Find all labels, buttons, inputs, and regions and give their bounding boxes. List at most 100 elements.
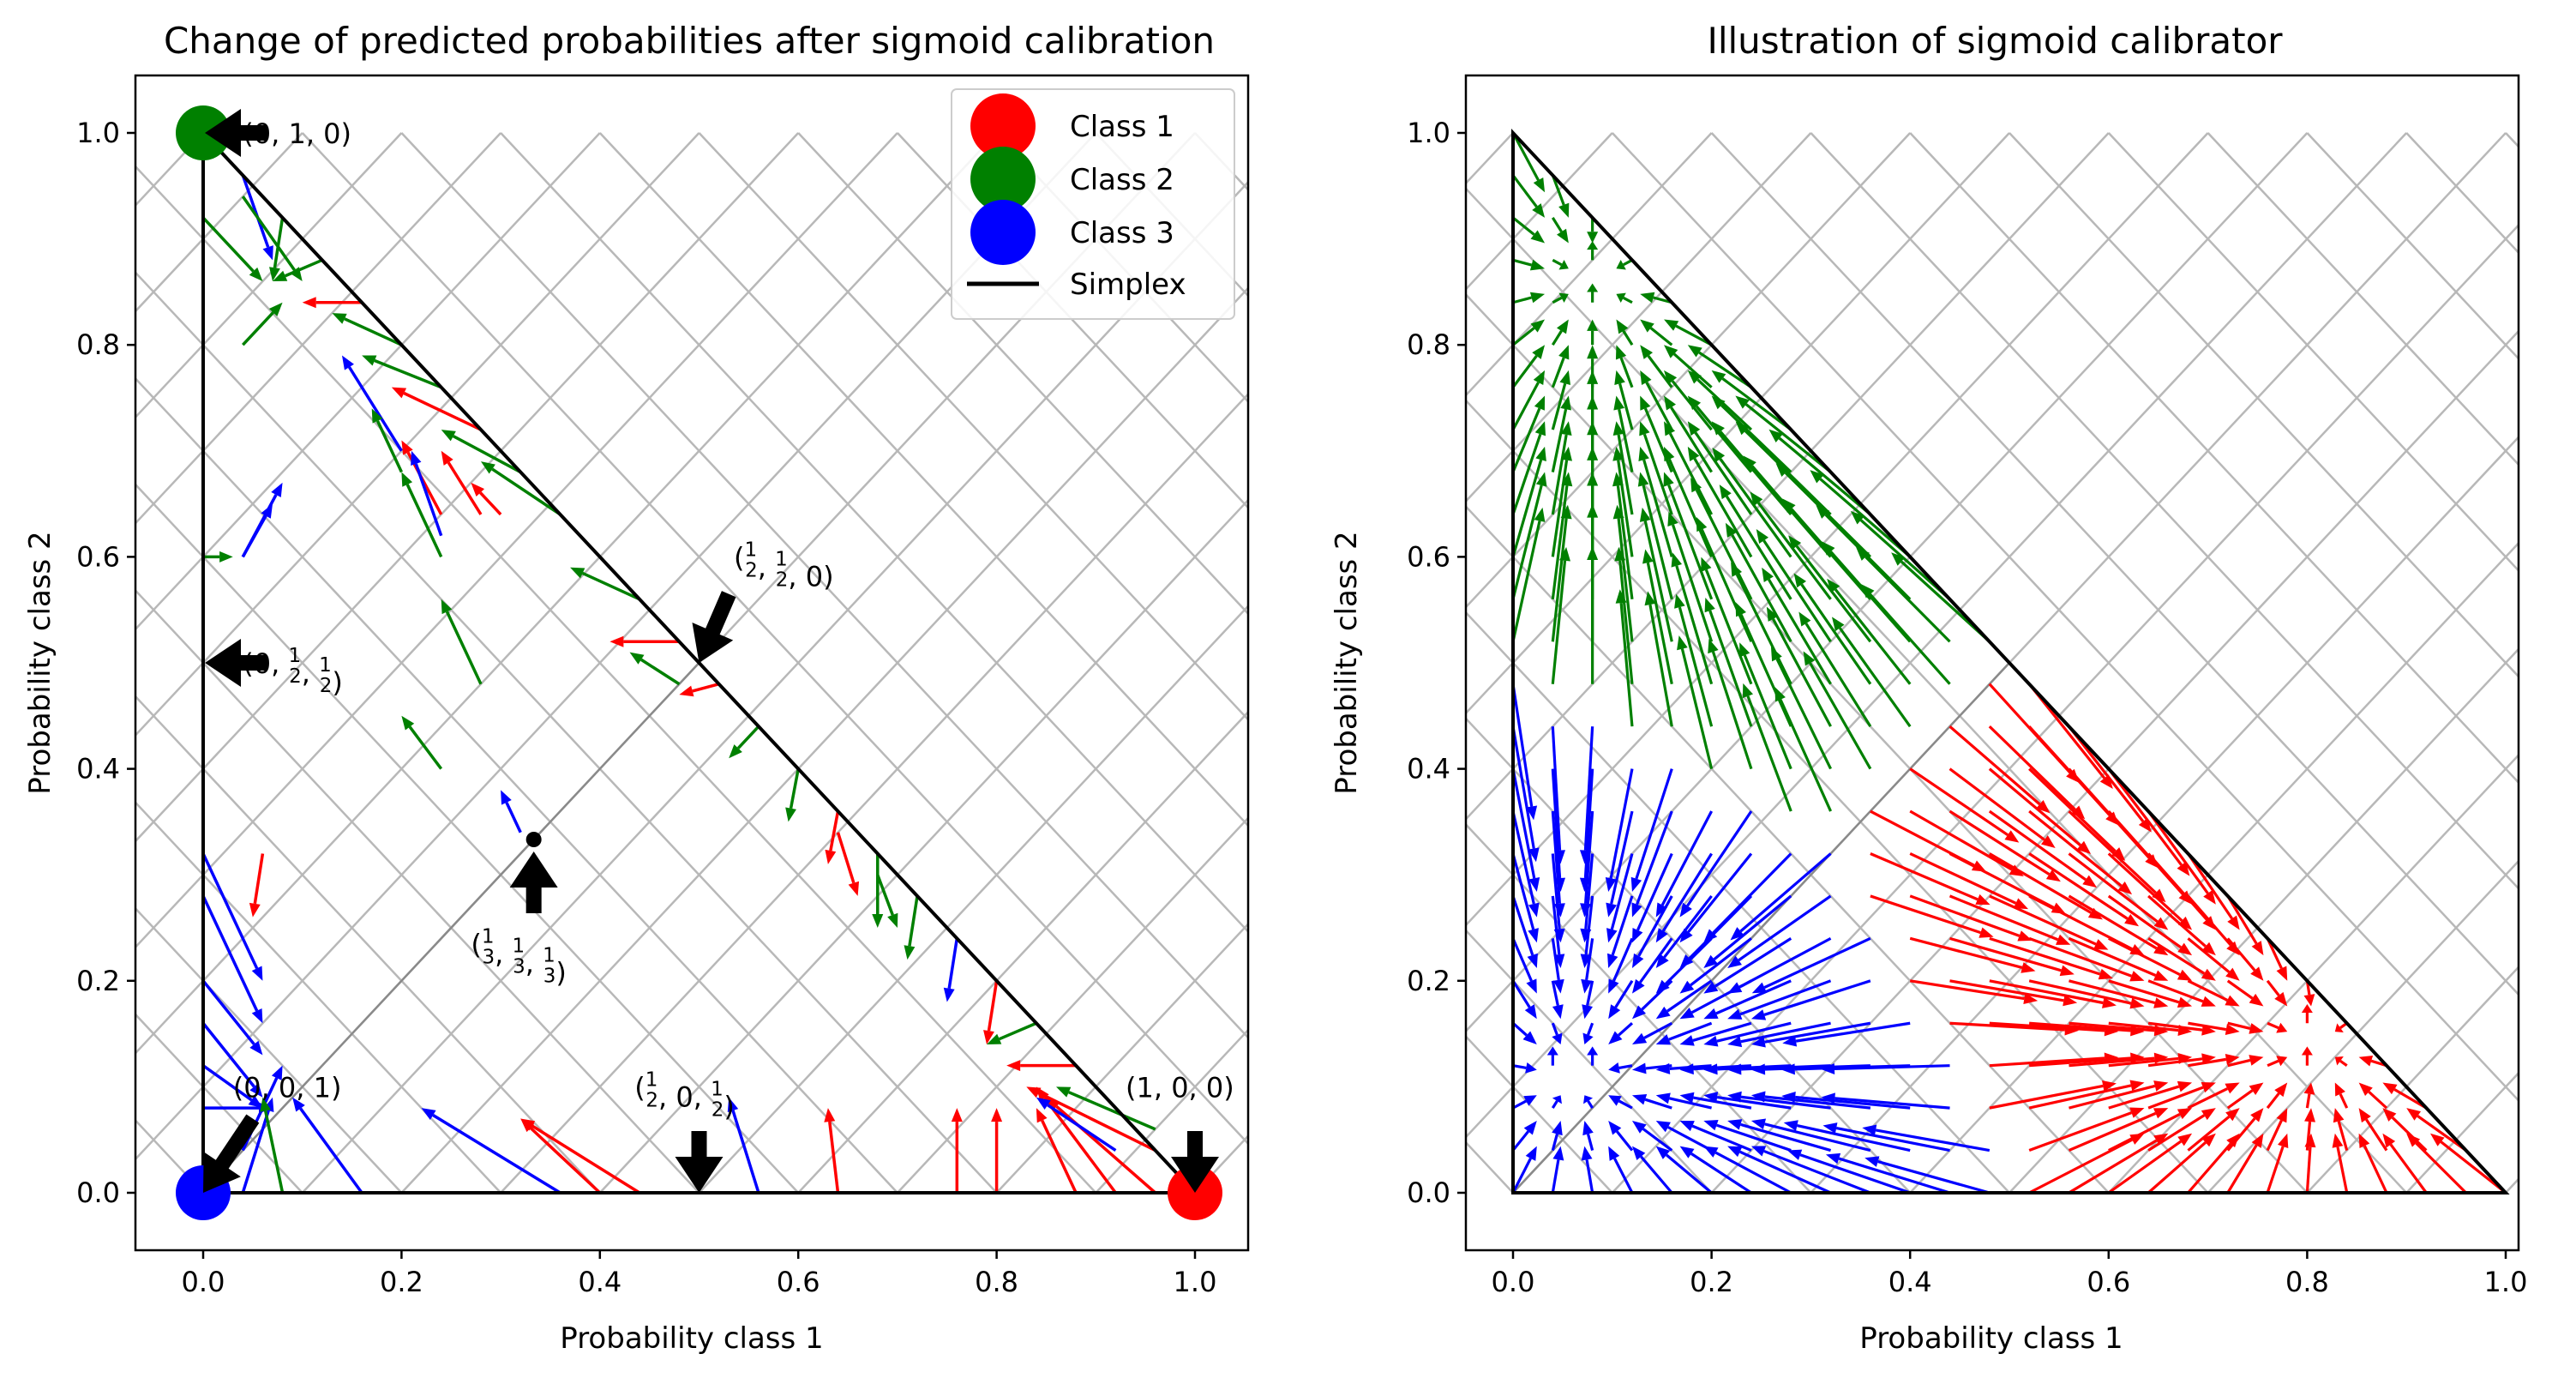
field-arrow bbox=[362, 355, 442, 389]
calibrator-arrow bbox=[1580, 810, 1594, 918]
calibrator-arrow bbox=[2147, 894, 2216, 956]
annotation-label-0-0-1: (0, 0, 1) bbox=[233, 1071, 342, 1104]
x-tick-label: 0.4 bbox=[578, 1266, 621, 1298]
calibrator-arrow bbox=[2069, 979, 2169, 1008]
calibrator-arrow bbox=[1551, 174, 1570, 218]
field-arrow bbox=[904, 895, 919, 960]
calibrator-arrow bbox=[2188, 1053, 2240, 1068]
calibrator-arrow bbox=[2266, 1082, 2288, 1110]
calibrator-arrow bbox=[1949, 936, 2075, 977]
calibrator-arrow bbox=[1551, 370, 1570, 430]
calibrator-arrow bbox=[1631, 1146, 1673, 1194]
calibrator-arrow bbox=[1750, 491, 1832, 600]
calibrator-arrow bbox=[1679, 1021, 1752, 1046]
grid-line-diag-b bbox=[135, 132, 800, 843]
calibrator-arrow bbox=[1821, 1062, 1950, 1074]
calibrator-arrow bbox=[1774, 687, 1833, 812]
calibrator-arrow bbox=[1909, 767, 2020, 843]
y-tick-label: 0.0 bbox=[1407, 1176, 1450, 1209]
calibrator-arrow bbox=[1949, 894, 2071, 945]
calibrator-arrow bbox=[2301, 1046, 2313, 1066]
calibrator-arrow bbox=[1989, 1080, 2117, 1110]
grid-line-diag-a bbox=[0, 133, 719, 1193]
field-arrow bbox=[480, 461, 561, 516]
field-arrow bbox=[371, 408, 403, 473]
annotation-label-0-1-0: (0, 1, 0) bbox=[243, 117, 351, 150]
calibrator-arrow bbox=[2266, 1108, 2288, 1152]
annotation-arrow-half-half-0 bbox=[692, 591, 736, 663]
field-arrow bbox=[943, 938, 959, 1002]
field-arrow bbox=[441, 599, 483, 685]
calibrator-arrow bbox=[1750, 1021, 1871, 1048]
calibrator-arrow bbox=[1825, 1152, 1950, 1194]
calibrator-arrow bbox=[1816, 504, 1912, 600]
grid-line-diag-b bbox=[2207, 859, 2519, 1194]
calibrator-arrow bbox=[1511, 345, 1546, 388]
calibrator-arrow bbox=[1687, 345, 1752, 388]
calibrator-arrow bbox=[1587, 283, 1599, 303]
calibrator-arrow bbox=[1655, 894, 1713, 968]
calibrator-arrow bbox=[1679, 1120, 1752, 1152]
calibrator-arrow bbox=[1587, 319, 1599, 346]
calibrator-arrow bbox=[1803, 651, 1872, 770]
calibrator-arrow bbox=[1870, 852, 1991, 906]
x-tick-label: 0.8 bbox=[2285, 1266, 2329, 1298]
calibrator-arrow bbox=[1511, 895, 1538, 968]
grid-line-diag-a bbox=[2107, 132, 2519, 573]
left-y-axis-label: Probability class 2 bbox=[23, 531, 57, 794]
calibrator-arrow bbox=[1687, 370, 1753, 431]
grid-line-diag-a bbox=[2505, 132, 2519, 148]
calibrator-arrow bbox=[1703, 894, 1792, 968]
calibrator-arrow bbox=[1551, 319, 1569, 346]
grid-line-diag-b bbox=[135, 132, 601, 631]
calibrator-arrow bbox=[2226, 979, 2264, 1007]
x-tick-label: 0.6 bbox=[777, 1266, 820, 1298]
calibrator-arrow bbox=[1949, 809, 2061, 882]
calibrator-arrow bbox=[1511, 1146, 1537, 1194]
grid-line-diag-b bbox=[1611, 223, 2519, 1194]
x-tick-label: 0.0 bbox=[1492, 1266, 1535, 1298]
calibrator-arrow bbox=[2147, 1108, 2216, 1152]
calibrator-arrow bbox=[1743, 455, 1832, 558]
calibrator-arrow bbox=[2382, 1133, 2428, 1194]
right-y-axis-label: Probability class 2 bbox=[1330, 531, 1364, 794]
calibrator-arrow bbox=[1793, 573, 1872, 685]
calibrator-arrow bbox=[1511, 1120, 1537, 1152]
grid-line-diag-a bbox=[1466, 187, 2408, 1194]
calibrator-arrow bbox=[1608, 1022, 1634, 1044]
grid-line-diag-a bbox=[135, 165, 1097, 1194]
calibrator-arrow bbox=[1679, 1092, 1752, 1110]
calibrator-arrow bbox=[1798, 611, 1872, 728]
calibrator-arrow bbox=[1512, 292, 1546, 304]
grid-line-diag-a bbox=[1810, 132, 2519, 891]
left-x-axis-label: Probability class 1 bbox=[560, 1321, 823, 1356]
calibrator-arrow bbox=[1551, 217, 1569, 244]
calibrator-arrow bbox=[2069, 1080, 2169, 1110]
grid-line-diag-b bbox=[2107, 753, 2519, 1194]
right-axis-ticks: 0.0 0.2 0.4 0.6 0.8 1.0 0.0 0.2 0.4 0.6 0.8 1.0 bbox=[1407, 117, 2527, 1298]
calibrator-arrow bbox=[1616, 258, 1633, 270]
calibrator-arrow bbox=[2147, 852, 2216, 930]
calibrator-arrow bbox=[1608, 937, 1634, 994]
calibrator-arrow bbox=[1674, 593, 1714, 727]
calibrator-arrow bbox=[1552, 292, 1569, 304]
calibrator-arrow bbox=[1909, 894, 2033, 942]
grid-line-diag-b bbox=[995, 922, 1248, 1194]
field-arrow bbox=[729, 725, 760, 759]
calibrator-arrow bbox=[1582, 1022, 1594, 1044]
calibrator-arrow bbox=[1631, 1120, 1673, 1152]
calibrator-arrow bbox=[2068, 894, 2169, 956]
right-simplex-triangle bbox=[1511, 128, 2510, 1194]
calibrator-arrow bbox=[1551, 895, 1565, 968]
field-arrow bbox=[201, 979, 263, 1056]
calibrator-arrow bbox=[1727, 979, 1832, 1020]
calibrator-arrow bbox=[1786, 1149, 1911, 1194]
y-tick-label: 0.4 bbox=[76, 753, 120, 785]
field-arrow bbox=[987, 1021, 1037, 1044]
calibrator-arrow bbox=[1551, 446, 1572, 557]
calibrator-arrow bbox=[2108, 979, 2193, 1008]
x-tick-label: 0.6 bbox=[2087, 1266, 2130, 1298]
calibrator-arrow bbox=[1616, 292, 1633, 304]
right-chart-title: Illustration of sigmoid calibrator bbox=[1707, 20, 2283, 62]
calibrator-arrow bbox=[2108, 1108, 2193, 1152]
